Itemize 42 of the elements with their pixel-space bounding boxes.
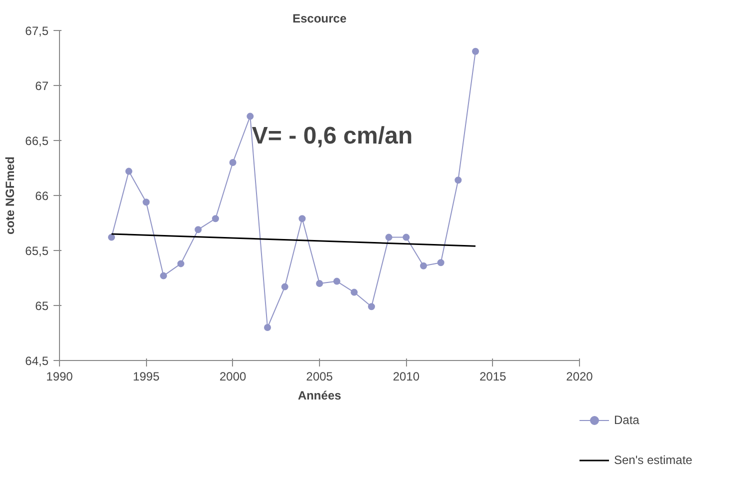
y-tick-label: 65 xyxy=(35,299,49,313)
point xyxy=(402,234,410,241)
point xyxy=(246,112,254,120)
legend-label: Sen's estimate xyxy=(614,453,692,467)
y-tick-label: 66 xyxy=(35,189,49,203)
point xyxy=(160,272,167,280)
point xyxy=(472,48,479,55)
point xyxy=(420,262,427,270)
point xyxy=(368,303,375,310)
x-tick-label: 1990 xyxy=(46,370,74,384)
x-tick-label: 2020 xyxy=(566,370,594,384)
x-tick-label: 1995 xyxy=(132,370,160,384)
point xyxy=(229,159,236,166)
x-tick-label: 2005 xyxy=(306,370,334,384)
point xyxy=(194,226,202,234)
x-tick-label: 2000 xyxy=(219,370,247,384)
y-tick-label: 65,5 xyxy=(25,244,49,258)
y-tick-label: 67,5 xyxy=(25,24,49,38)
point xyxy=(316,280,323,287)
point xyxy=(142,198,150,206)
point xyxy=(385,234,392,241)
annotation: V= - 0,6 cm/an xyxy=(252,122,413,150)
y-tick-label: 64,5 xyxy=(25,354,49,368)
point xyxy=(212,215,219,222)
point xyxy=(281,283,288,290)
point xyxy=(350,288,358,296)
point xyxy=(298,215,306,222)
chart-title: Escource xyxy=(292,12,347,26)
x-tick-label: 2015 xyxy=(479,370,507,384)
x-axis-title: Années xyxy=(298,388,342,402)
point xyxy=(437,259,444,266)
y-axis-title: cote NGFmed xyxy=(3,156,18,235)
legend-label: Data xyxy=(614,413,640,427)
point xyxy=(333,278,340,285)
point xyxy=(125,168,132,175)
y-tick-label: 67 xyxy=(35,79,49,93)
y-tick-label: 66,5 xyxy=(25,134,49,148)
point xyxy=(177,260,184,268)
x-tick-label: 2010 xyxy=(392,370,420,384)
point xyxy=(108,234,115,241)
point xyxy=(454,176,462,184)
point xyxy=(264,324,271,331)
